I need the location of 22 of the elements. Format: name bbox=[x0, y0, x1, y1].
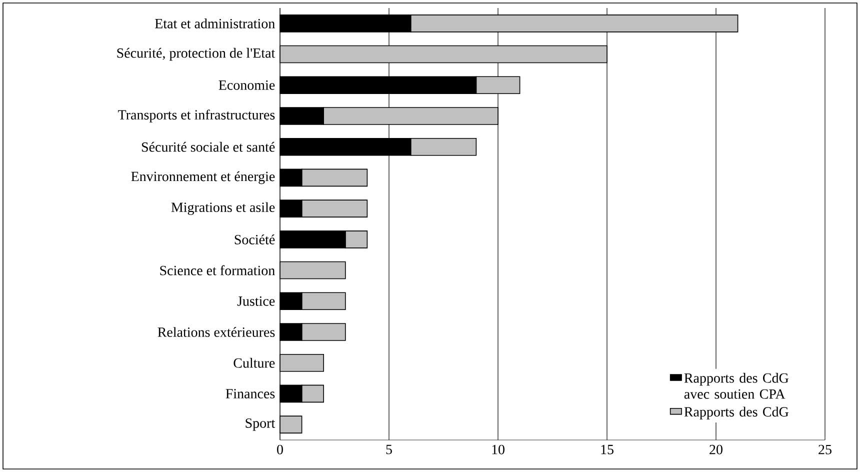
legend-label: Rapports des CdG avec soutien CPA bbox=[684, 372, 788, 399]
y-tick-label: Sécurité sociale et santé bbox=[142, 142, 275, 152]
y-tick-label: Sport bbox=[246, 418, 276, 431]
y-tick-label: Relations extérieures bbox=[158, 327, 275, 337]
x-tick-label: 15 bbox=[601, 444, 614, 454]
y-tick-label: Migrations et asile bbox=[171, 202, 275, 215]
x-tick-label: 0 bbox=[277, 444, 283, 454]
y-tick-label: Société bbox=[234, 234, 275, 244]
x-tick-label: 5 bbox=[386, 444, 392, 454]
y-tick-label: Transports et infrastructures bbox=[118, 110, 275, 122]
y-tick-label: Sécurité, protection de l'Etat bbox=[117, 48, 276, 61]
y-tick-label: Science et formation bbox=[160, 265, 275, 276]
x-tick-label: 20 bbox=[710, 444, 722, 454]
x-tick-label: 25 bbox=[818, 444, 832, 454]
y-tick-label: Finances bbox=[226, 389, 275, 398]
y-tick-label: Economie bbox=[218, 80, 275, 90]
legend-label: Rapports des CdG bbox=[684, 406, 788, 420]
x-tick-label: 10 bbox=[492, 444, 504, 454]
y-tick-label: Culture bbox=[234, 358, 275, 368]
y-tick-label: Justice bbox=[237, 296, 275, 306]
y-tick-label: Etat et administration bbox=[155, 18, 275, 28]
y-tick-label: Environnement et énergie bbox=[131, 171, 275, 184]
